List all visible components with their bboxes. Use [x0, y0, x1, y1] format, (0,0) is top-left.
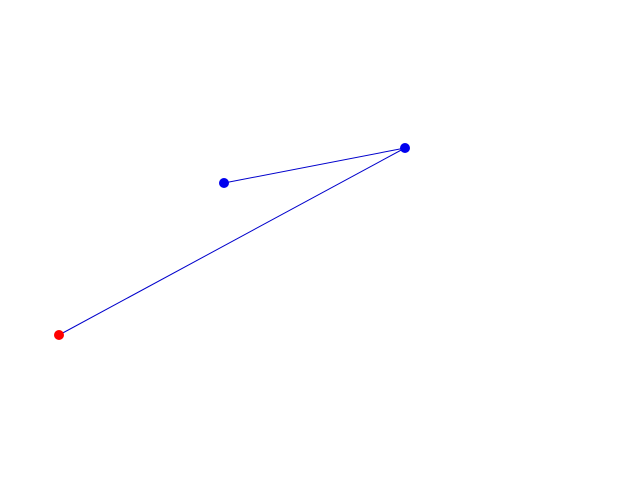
point	[219, 178, 229, 188]
connector-line	[58, 147, 406, 336]
point	[400, 143, 410, 153]
start-point	[54, 330, 64, 340]
connector-line	[223, 147, 406, 184]
